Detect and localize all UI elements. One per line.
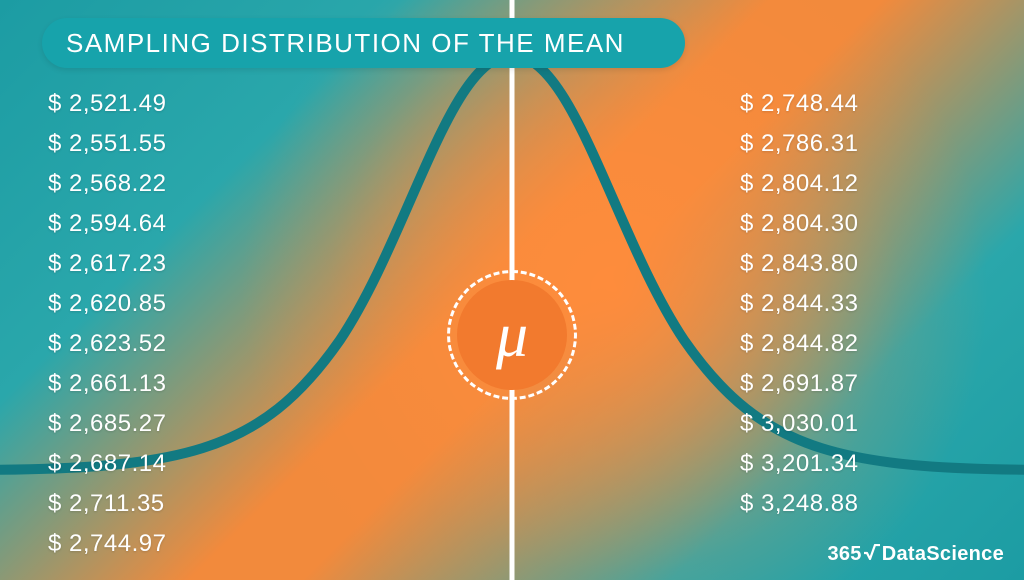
value-row: $ 2,661.13 xyxy=(48,364,166,404)
value-row: $ 2,568.22 xyxy=(48,164,166,204)
values-column-left: $ 2,521.49$ 2,551.55$ 2,568.22$ 2,594.64… xyxy=(48,84,166,564)
value-row: $ 2,687.14 xyxy=(48,444,166,484)
value-row: $ 3,030.01 xyxy=(740,404,858,444)
value-row: $ 2,744.97 xyxy=(48,524,166,564)
value-row: $ 3,201.34 xyxy=(740,444,858,484)
square-root-icon xyxy=(864,543,880,559)
brand-suffix: DataScience xyxy=(882,543,1004,565)
value-row: $ 2,620.85 xyxy=(48,284,166,324)
value-row: $ 2,748.44 xyxy=(740,84,858,124)
value-row: $ 2,843.80 xyxy=(740,244,858,284)
infographic-stage: SAMPLING DISTRIBUTION OF THE MEAN μ $ 2,… xyxy=(0,0,1024,580)
value-row: $ 2,804.30 xyxy=(740,204,858,244)
value-row: $ 2,711.35 xyxy=(48,484,166,524)
mu-symbol: μ xyxy=(447,270,577,400)
value-row: $ 2,685.27 xyxy=(48,404,166,444)
brand-prefix: 365 xyxy=(827,543,861,565)
value-row: $ 2,617.23 xyxy=(48,244,166,284)
brand-logo: 365 DataScience xyxy=(827,543,1004,566)
value-row: $ 2,521.49 xyxy=(48,84,166,124)
value-row: $ 2,551.55 xyxy=(48,124,166,164)
mu-badge: μ xyxy=(447,270,577,400)
value-row: $ 2,691.87 xyxy=(740,364,858,404)
value-row: $ 2,844.33 xyxy=(740,284,858,324)
values-column-right: $ 2,748.44$ 2,786.31$ 2,804.12$ 2,804.30… xyxy=(740,84,858,524)
value-row: $ 2,786.31 xyxy=(740,124,858,164)
page-title: SAMPLING DISTRIBUTION OF THE MEAN xyxy=(42,18,685,68)
value-row: $ 3,248.88 xyxy=(740,484,858,524)
value-row: $ 2,844.82 xyxy=(740,324,858,364)
value-row: $ 2,594.64 xyxy=(48,204,166,244)
value-row: $ 2,623.52 xyxy=(48,324,166,364)
value-row: $ 2,804.12 xyxy=(740,164,858,204)
